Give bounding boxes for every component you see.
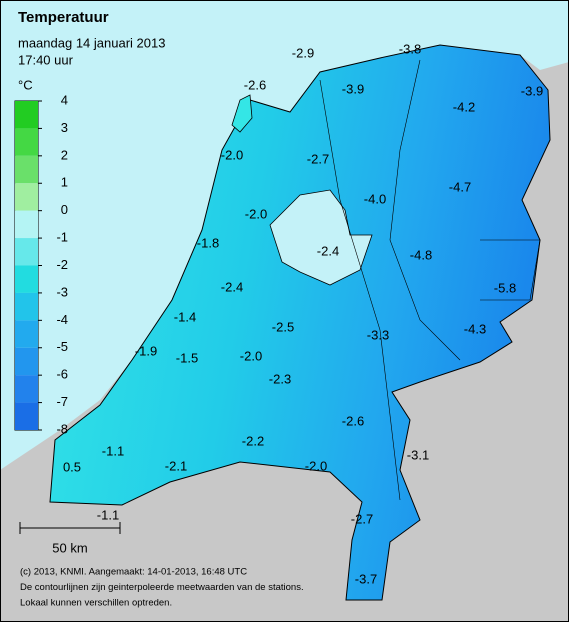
station-value: -3.9: [342, 81, 364, 96]
station-value: -2.9: [292, 45, 314, 60]
scale-label: 50 km: [52, 540, 87, 555]
legend-swatch: [15, 320, 38, 348]
legend-label: 3: [61, 120, 68, 135]
station-value: -3.1: [407, 447, 429, 462]
station-value: -2.3: [269, 371, 291, 386]
station-value: -2.4: [221, 279, 243, 294]
legend-label: 4: [61, 92, 68, 107]
legend-swatch: [15, 128, 38, 156]
title: Temperatuur: [18, 9, 109, 26]
contour: [480, 239, 541, 301]
legend-label: -8: [56, 421, 68, 436]
station-value: -2.0: [305, 458, 327, 473]
legend-swatch: [15, 210, 38, 239]
station-value: -3.8: [399, 41, 421, 56]
legend-label: -3: [56, 284, 68, 299]
legend-swatch: [15, 265, 38, 293]
legend-label: 2: [61, 147, 68, 162]
station-value: -2.7: [351, 511, 373, 526]
legend-swatch: [15, 347, 38, 376]
station-value: -2.0: [221, 147, 243, 162]
station-value: -3.3: [367, 327, 389, 342]
legend-swatch: [15, 238, 38, 266]
station-value: -1.9: [135, 343, 157, 358]
station-value: -1.8: [197, 235, 219, 250]
legend-label: -6: [56, 367, 68, 382]
station-value: -3.9: [521, 83, 543, 98]
legend-swatch: [15, 292, 38, 321]
footer-line: (c) 2013, KNMI. Aangemaakt: 14-01-2013, …: [20, 567, 247, 578]
legend-swatch: [15, 101, 38, 129]
legend-unit: °C: [18, 77, 33, 92]
station-value: -1.5: [176, 350, 198, 365]
sea: [0, 0, 569, 470]
legend-swatch: [15, 183, 38, 211]
time: 17:40 uur: [18, 52, 74, 67]
footer-line: De contourlijnen zijn geinterpoleerde me…: [20, 582, 304, 593]
legend-swatch: [15, 155, 38, 184]
station-value: -2.5: [272, 319, 294, 334]
station-value: 0.5: [63, 459, 81, 474]
station-value: -4.3: [464, 321, 486, 336]
station-value: -1.1: [102, 443, 124, 458]
station-value: -4.8: [410, 247, 432, 262]
station-value: -2.4: [317, 243, 339, 258]
station-value: -3.7: [355, 571, 377, 586]
legend-label: -7: [56, 394, 68, 409]
station-value: -4.0: [364, 191, 386, 206]
legend-label: 1: [61, 175, 68, 190]
station-value: -2.6: [244, 77, 266, 92]
contour: [319, 79, 401, 501]
netherlands: [49, 44, 551, 601]
wadden-island: [231, 94, 253, 133]
station-value: -2.6: [342, 413, 364, 428]
station-value: -2.1: [165, 458, 187, 473]
legend-label: -2: [56, 257, 68, 272]
station-value: -1.4: [174, 309, 196, 324]
footer-line: Lokaal kunnen verschillen optreden.: [20, 598, 172, 609]
station-value: -2.0: [245, 206, 267, 221]
legend-label: -1: [56, 230, 68, 245]
legend-label: 0: [61, 202, 68, 217]
legend-label: -4: [56, 312, 68, 327]
station-value: -4.7: [449, 179, 471, 194]
station-value: -2.0: [240, 348, 262, 363]
station-value: -4.2: [453, 99, 475, 114]
station-value: -2.2: [242, 433, 264, 448]
date: maandag 14 januari 2013: [18, 35, 165, 50]
station-value: -5.8: [494, 280, 516, 295]
contour: [389, 59, 461, 361]
station-value: -2.7: [307, 151, 329, 166]
station-value: -1.1: [97, 507, 119, 522]
legend-swatch: [15, 402, 38, 430]
legend-label: -5: [56, 339, 68, 354]
ijsselmeer: [269, 189, 373, 286]
legend-swatch: [15, 375, 38, 403]
